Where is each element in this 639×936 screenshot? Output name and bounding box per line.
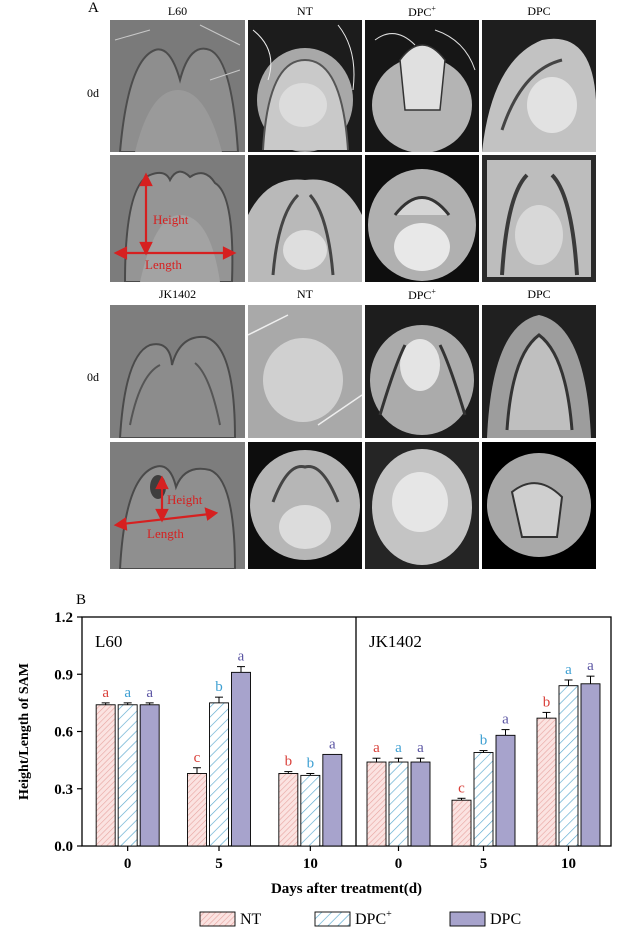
significance-letter: a xyxy=(238,649,245,665)
x-axis-label: Days after treatment(d) xyxy=(271,881,422,897)
bar xyxy=(139,704,160,847)
length-label-l60: Length xyxy=(145,257,182,272)
row-label-0d: 0d xyxy=(87,86,99,100)
significance-letter: b xyxy=(480,733,488,749)
x-tick-label: 10 xyxy=(303,856,318,872)
panel-b-letter: B xyxy=(76,592,87,608)
y-tick-label: 0.0 xyxy=(54,839,73,855)
micrograph-l60-dpc-5d xyxy=(482,20,596,152)
significance-letter: a xyxy=(395,740,402,756)
variety-label-jk1402: JK1402 xyxy=(158,287,197,301)
length-label-jk1402: Length xyxy=(147,526,184,541)
bar xyxy=(495,734,516,847)
significance-letter: a xyxy=(124,685,131,701)
significance-letter: a xyxy=(502,712,509,728)
significance-letter: a xyxy=(146,685,153,701)
micrograph-jk1402-dpcplus-10d xyxy=(365,442,479,569)
bar xyxy=(187,773,207,847)
bar xyxy=(300,774,321,847)
micrograph-l60-nt-10d xyxy=(248,155,362,282)
x-tick-label: 0 xyxy=(395,856,403,872)
significance-letter: b xyxy=(215,679,223,695)
significance-letter: c xyxy=(458,780,465,796)
y-tick-label: 0.3 xyxy=(54,782,73,798)
micrograph-jk1402-0d xyxy=(110,305,245,438)
bar xyxy=(366,761,387,847)
bar xyxy=(536,717,557,847)
row-label-0d-2: 0d xyxy=(87,370,99,384)
micrograph-jk1402-nt-10d xyxy=(248,442,362,569)
col-header-dpc: DPC xyxy=(527,4,551,18)
y-tick-label: 1.2 xyxy=(54,610,73,626)
significance-letter: c xyxy=(194,750,201,766)
panel-name-l60: L60 xyxy=(95,632,122,651)
significance-letter: a xyxy=(565,662,572,678)
variety-label-l60: L60 xyxy=(167,4,188,18)
bar xyxy=(451,799,472,847)
col-header-nt: NT xyxy=(297,4,313,18)
col-header-dpcplus-2: DPC+ xyxy=(408,287,436,302)
bar xyxy=(322,753,343,847)
legend-label: NT xyxy=(240,911,262,928)
micrograph-jk1402-dpc-10d xyxy=(482,442,596,569)
bar-chart: 0.0 0.3 0.6 0.9 1.2 Height/Length of SAM Days … xyxy=(17,610,612,928)
micrograph-l60-dpc-10d xyxy=(482,155,596,282)
bar xyxy=(117,704,138,847)
micrograph-jk1402-nt-5d xyxy=(248,305,362,438)
x-tick-label: 5 xyxy=(215,856,223,872)
legend-label: DPC xyxy=(490,911,521,928)
significance-letter: a xyxy=(417,740,424,756)
micrograph-jk1402-dpcplus-5d xyxy=(365,305,479,438)
col-header-nt-2: NT xyxy=(297,287,313,301)
significance-letter: b xyxy=(307,755,315,771)
significance-letter: a xyxy=(373,740,380,756)
micrograph-l60-dpcplus-10d xyxy=(365,155,479,282)
micrograph-l60-0d xyxy=(110,20,245,152)
bar xyxy=(278,773,299,847)
y-tick-label: 0.6 xyxy=(54,725,73,741)
bar xyxy=(388,761,409,847)
micrograph-l60-nt-5d xyxy=(248,20,362,152)
significance-letter: a xyxy=(102,685,109,701)
panel-name-jk1402: JK1402 xyxy=(369,632,422,651)
x-tick-label: 0 xyxy=(124,856,132,872)
y-tick-label: 0.9 xyxy=(54,667,73,683)
micrograph-jk1402-10d-annotated xyxy=(110,442,245,569)
bar xyxy=(410,761,431,847)
micrograph-l60-10d-annotated xyxy=(110,155,245,282)
bar xyxy=(558,685,579,847)
legend-swatch xyxy=(199,911,236,927)
bar xyxy=(231,671,251,847)
height-label-l60: Height xyxy=(153,212,189,227)
legend-swatch xyxy=(314,911,351,927)
x-tick-label: 5 xyxy=(480,856,488,872)
micrograph-l60-dpcplus-5d xyxy=(365,20,479,152)
legend-label: DPC+ xyxy=(355,909,392,928)
legend-swatch xyxy=(449,911,486,927)
plot-frame xyxy=(81,616,612,847)
significance-letter: a xyxy=(587,658,594,674)
significance-letter: b xyxy=(285,754,293,770)
panel-a-letter: A xyxy=(88,0,99,16)
bar xyxy=(209,702,229,847)
bar xyxy=(473,752,494,847)
col-header-dpc-2: DPC xyxy=(527,287,551,301)
micrograph-jk1402-dpc-5d xyxy=(482,305,596,438)
bar xyxy=(580,683,601,847)
y-axis-label: Height/Length of SAM xyxy=(17,663,32,800)
bar xyxy=(95,704,116,847)
height-label-jk1402: Height xyxy=(167,492,203,507)
x-tick-label: 10 xyxy=(561,856,576,872)
col-header-dpcplus: DPC+ xyxy=(408,4,436,19)
significance-letter: a xyxy=(329,736,336,752)
significance-letter: b xyxy=(543,694,551,710)
